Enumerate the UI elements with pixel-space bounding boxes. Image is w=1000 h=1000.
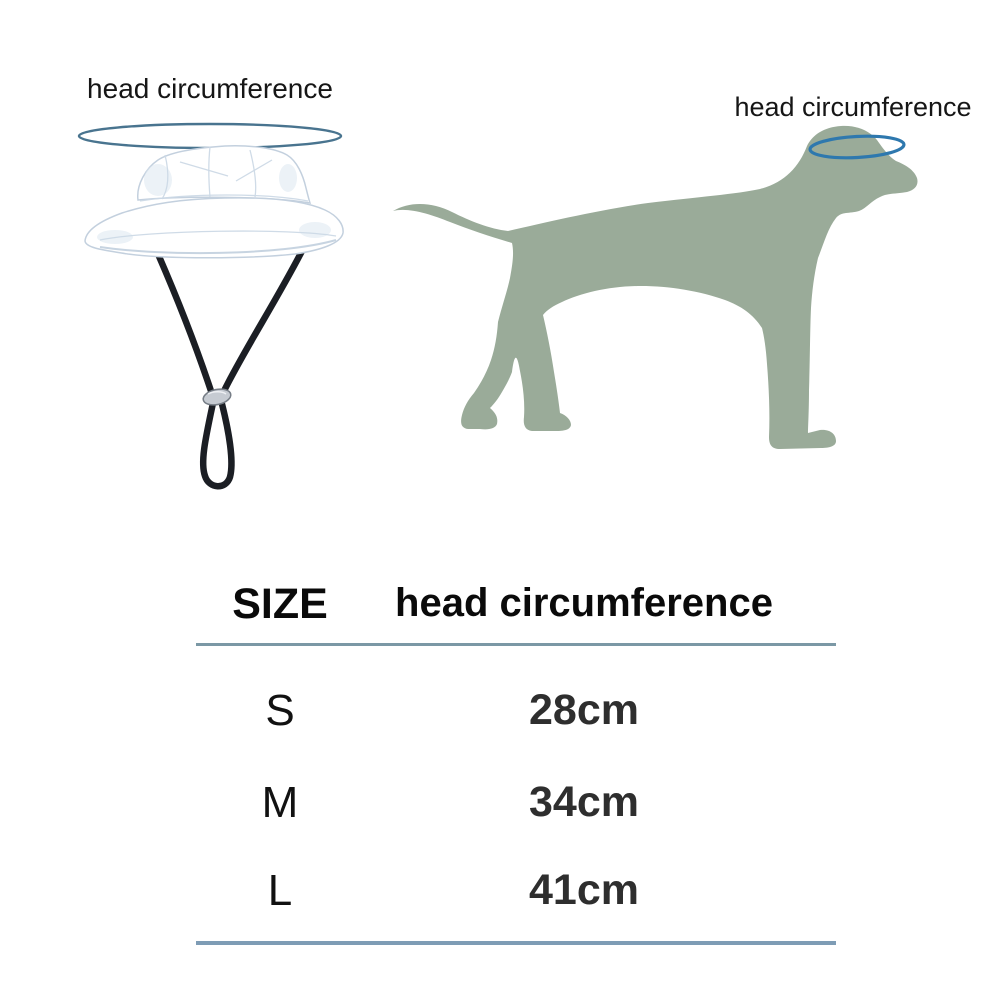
chin-strap-right: [220, 245, 307, 395]
strap-toggle-highlight: [207, 391, 227, 395]
table-row: S 28cm: [196, 686, 836, 735]
hat-wrinkle: [249, 149, 257, 198]
hat-crown-band: [139, 194, 309, 202]
strap-toggle: [202, 388, 232, 406]
value-cell: 41cm: [529, 866, 639, 914]
product-illustration: [77, 122, 918, 490]
chin-strap-left: [154, 250, 215, 395]
table-header-row: SIZE head circumference: [196, 583, 836, 626]
hat-measure-label: head circumference: [87, 73, 333, 104]
hat-brim-crease: [99, 230, 337, 241]
hat-shade-right: [279, 164, 297, 192]
size-cell: S: [265, 686, 295, 735]
hat-shade-brim-right: [299, 222, 331, 238]
dog-circumference-ellipse: [808, 134, 906, 160]
chin-strap-loop: [199, 399, 235, 490]
hat-brim-shadow: [99, 239, 337, 255]
table-rule-top: [196, 643, 836, 646]
hat-brim: [84, 197, 344, 259]
table-rule-bottom: [196, 941, 836, 945]
hat-wrinkle: [208, 146, 211, 198]
dog-body: [393, 125, 918, 449]
hat-shade-left: [144, 164, 172, 196]
bucket-hat-illustration: [77, 122, 344, 490]
value-cell: 28cm: [529, 686, 639, 734]
value-cell: 34cm: [529, 778, 639, 826]
hat-wrinkle: [161, 154, 169, 200]
size-table: SIZE head circumference S 28cm M 34cm L …: [196, 575, 836, 955]
hat-wrinkle: [235, 159, 273, 182]
dog-measure-label: head circumference: [734, 92, 972, 122]
table-header-circumference: head circumference: [395, 581, 773, 625]
hat-circumference-ellipse: [77, 122, 343, 150]
hat-wrinkle: [179, 161, 229, 177]
table-header-size: SIZE: [232, 580, 328, 628]
table-row: L 41cm: [196, 866, 836, 915]
size-cell: L: [267, 866, 293, 915]
table-row: M 34cm: [196, 778, 836, 827]
dog-silhouette-illustration: [393, 125, 918, 449]
size-cell: M: [261, 778, 299, 827]
